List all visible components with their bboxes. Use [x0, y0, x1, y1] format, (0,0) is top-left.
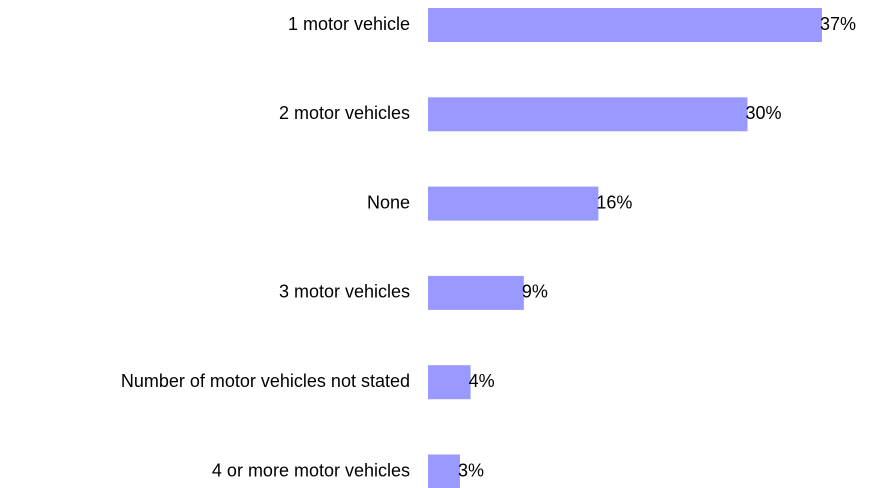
category-label: 4 or more motor vehicles — [212, 460, 410, 480]
bar — [428, 97, 748, 132]
category-label: 1 motor vehicle — [288, 14, 410, 34]
value-label: 3% — [458, 460, 484, 480]
value-label: 37% — [820, 14, 856, 34]
value-label: 9% — [522, 282, 548, 302]
category-label: Number of motor vehicles not stated — [121, 371, 410, 391]
bar — [428, 186, 599, 221]
value-label: 16% — [596, 192, 632, 212]
value-label: 30% — [745, 103, 781, 123]
bar — [428, 454, 460, 488]
value-label: 4% — [469, 371, 495, 391]
category-label: None — [367, 192, 410, 212]
bar — [428, 8, 822, 42]
bar — [428, 275, 524, 310]
category-label: 3 motor vehicles — [279, 282, 410, 302]
bar — [428, 365, 471, 400]
category-label: 2 motor vehicles — [279, 103, 410, 123]
